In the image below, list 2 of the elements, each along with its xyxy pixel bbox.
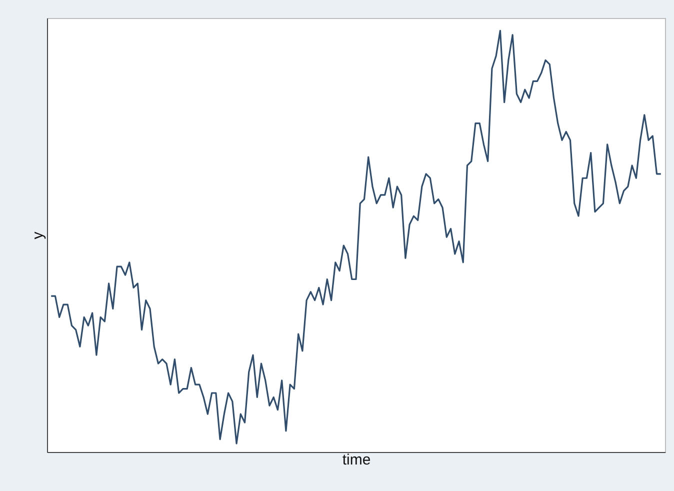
y-axis-title: y <box>30 231 46 240</box>
x-axis-title: time <box>342 452 371 468</box>
